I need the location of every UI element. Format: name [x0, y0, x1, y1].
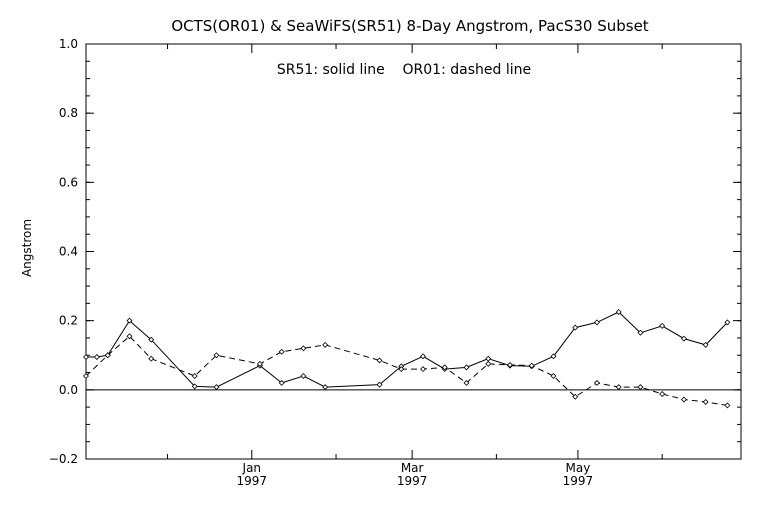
chart-title: OCTS(OR01) & SeaWiFS(SR51) 8-Day Angstro… — [171, 17, 648, 35]
plot-frame — [85, 43, 742, 460]
y-tick-label: 0.2 — [59, 314, 78, 328]
y-axis-label: Angstrom — [20, 219, 34, 277]
data-point — [191, 373, 198, 379]
data-point — [637, 329, 644, 336]
data-point — [485, 360, 492, 367]
data-point — [420, 353, 426, 360]
y-tick-label: 0.6 — [59, 175, 78, 189]
data-point — [550, 353, 557, 360]
data-point — [213, 384, 220, 391]
data-point — [593, 379, 600, 386]
data-point — [615, 384, 622, 391]
x-tick-month: May — [566, 461, 591, 475]
data-point — [398, 366, 405, 373]
y-tick-label: 0.4 — [59, 245, 78, 259]
data-point — [256, 360, 263, 367]
data-point — [83, 373, 89, 379]
y-tick-label: −0.2 — [49, 452, 78, 466]
solid-series — [83, 309, 731, 391]
data-point — [300, 373, 307, 379]
data-point — [724, 402, 731, 409]
data-point — [572, 393, 579, 400]
data-point — [550, 373, 557, 379]
solid-series-line — [86, 311, 728, 388]
data-point — [593, 319, 600, 326]
data-point — [680, 335, 687, 342]
data-point — [507, 361, 513, 368]
x-tick-year: 1997 — [563, 474, 594, 488]
y-tick-label: 0.0 — [59, 383, 78, 397]
data-point — [93, 354, 100, 360]
data-point — [659, 391, 666, 397]
data-point — [463, 379, 470, 386]
data-point — [376, 357, 383, 364]
data-point — [278, 348, 285, 355]
data-point — [126, 333, 133, 340]
data-point — [126, 317, 133, 324]
data-point — [191, 383, 198, 390]
data-point — [702, 398, 709, 405]
dashed-series — [83, 333, 731, 409]
x-tick-year: 1997 — [397, 474, 428, 488]
data-point — [148, 355, 155, 362]
data-point — [637, 384, 644, 391]
data-point — [322, 341, 329, 348]
data-point — [528, 362, 535, 369]
y-tick-label: 1.0 — [59, 37, 78, 51]
data-point — [463, 364, 470, 371]
series-layer — [83, 309, 731, 409]
data-point — [376, 381, 383, 388]
data-point — [702, 341, 709, 348]
data-point — [659, 322, 666, 329]
line-style-legend: SR51: solid line OR01: dashed line — [277, 62, 531, 78]
data-point — [441, 364, 448, 371]
y-tick-label: 0.8 — [59, 106, 78, 120]
x-tick-year: 1997 — [237, 474, 268, 488]
y-axis: 1.0 0.8 0.6 0.4 0.2 0.0 −0.2 — [49, 37, 741, 466]
data-point — [322, 384, 329, 391]
dashed-series-line — [85, 335, 728, 406]
data-point — [615, 309, 622, 315]
data-point — [300, 345, 307, 352]
data-point — [104, 352, 111, 359]
x-tick-month: Mar — [401, 461, 424, 475]
data-point — [572, 324, 579, 331]
x-tick-month: Jan — [242, 461, 262, 475]
data-point — [680, 396, 687, 403]
data-point — [724, 319, 731, 326]
data-point — [83, 354, 89, 360]
data-point — [213, 352, 220, 359]
data-point — [420, 366, 426, 373]
data-point — [148, 336, 155, 343]
data-point — [278, 379, 285, 386]
data-point — [485, 355, 492, 362]
